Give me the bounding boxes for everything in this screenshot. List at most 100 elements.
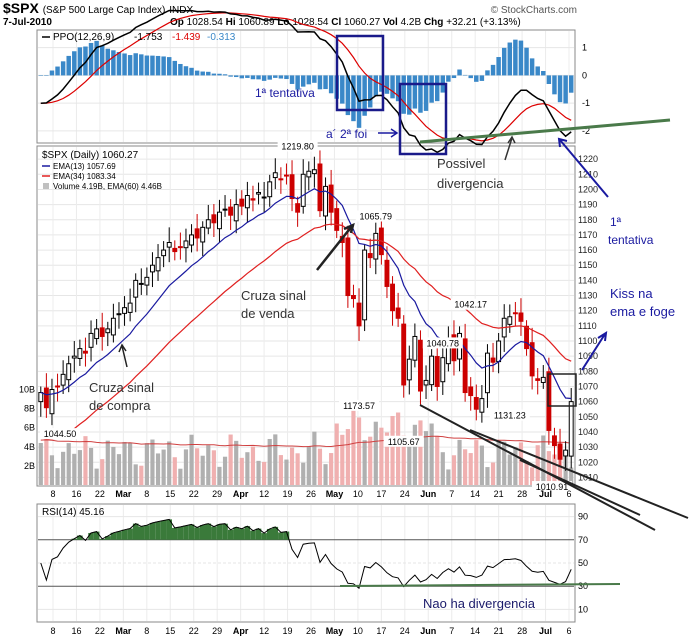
x-tick-label-bottom: 14 [470, 626, 480, 636]
volume-bar [301, 462, 306, 485]
ppo-legend-signal: -1.439 [172, 32, 201, 43]
candle-body [568, 401, 574, 457]
ppo-hist-bar [367, 75, 373, 108]
x-tick-label-bottom: 10 [353, 626, 363, 636]
ppo-hist-bar [340, 75, 345, 104]
candle-body [88, 332, 94, 348]
ppo-hist-bar [501, 47, 507, 76]
volume-bar [351, 409, 356, 485]
label-segunda-foi: a´ 2ª foi [326, 127, 367, 141]
ppo-legend-ppo: -1.753 [134, 32, 163, 43]
support-line-3 [519, 459, 641, 516]
ppo-hist-bar [150, 55, 155, 76]
volume-bar [435, 435, 440, 485]
volume-bar [530, 467, 535, 485]
ppo-hist-bar [77, 47, 83, 76]
volume-bar [429, 423, 434, 485]
price-extreme-label: 1044.50 [44, 429, 77, 439]
candle-body [512, 312, 518, 315]
candle-body [278, 178, 284, 181]
candle-body [485, 352, 490, 394]
ppo-tick-label: 0 [582, 70, 587, 80]
ppo-hist-bar [390, 75, 395, 99]
volume-bar [222, 456, 228, 485]
ppo-hist-bar [233, 75, 239, 78]
x-tick-label-bottom: Mar [115, 626, 132, 636]
candle-body [468, 386, 474, 397]
ppo-hist-bar [546, 75, 552, 84]
candle-body [205, 219, 211, 229]
candle-body [473, 397, 479, 410]
ppo-hist-bar [434, 75, 440, 102]
candle-body [440, 357, 446, 383]
x-tick-label-bottom: Jun [420, 626, 436, 636]
volume-bar [502, 441, 507, 485]
candle-body [133, 279, 139, 298]
candle-body [412, 335, 418, 361]
rsi-overbought-fill [278, 532, 284, 540]
candle-body [267, 181, 273, 198]
ppo-hist-bar [72, 51, 77, 76]
candle-body [323, 185, 328, 217]
ppo-hist-bar [423, 75, 429, 111]
box-first-attempt [335, 34, 385, 112]
volume-bar [295, 453, 300, 485]
quote-line: Op 1028.54 Hi 1060.89 Lo 1028.54 Cl 1060… [170, 17, 521, 28]
candle-body [38, 392, 44, 403]
ppo-hist-bar [535, 66, 540, 76]
annotations: 1ª tentativa a´ 2ª foi Possivel divergen… [89, 34, 689, 611]
volume-tick-label: 8B [24, 404, 35, 414]
x-tick-label: 29 [212, 489, 222, 499]
price-tick-label: 1090 [578, 351, 598, 361]
volume-bar [518, 442, 524, 485]
label-possivel: Possivel [437, 156, 486, 171]
volume-bar [167, 441, 172, 485]
volume-bar [273, 434, 278, 485]
x-tick-label: Apr [233, 489, 249, 499]
rsi-overbought-fill [155, 521, 161, 540]
volume-bar [122, 441, 127, 485]
candle-body [529, 342, 535, 377]
label-right-tentativa: tentativa [608, 233, 654, 247]
ppo-hist-bar [412, 75, 418, 109]
volume-bar [66, 443, 71, 485]
x-tick-label: 19 [283, 489, 293, 499]
volume-bar [116, 454, 122, 485]
ppo-hist-bar [323, 75, 328, 90]
price-legend-title: $SPX (Daily) 1060.27 [42, 150, 139, 161]
candle-body [55, 385, 60, 388]
op-label: Op [170, 17, 184, 28]
candle-body [373, 232, 379, 260]
candle-body [284, 174, 289, 177]
volume-bar [195, 448, 200, 485]
label-divergencia: divergencia [437, 176, 504, 191]
candle-body [418, 339, 423, 392]
ppo-hist-bar [60, 61, 66, 76]
candle-body [317, 163, 323, 212]
volume-bar [206, 445, 211, 485]
rsi-overbought-fill [183, 525, 189, 540]
ppo-hist-bar [99, 45, 105, 76]
arrow-kiss [581, 331, 608, 371]
candle-body [110, 317, 116, 336]
rsi-tick-label: 90 [578, 512, 588, 522]
op-value: 1028.54 [186, 17, 223, 28]
candle-body [155, 257, 161, 272]
volume-tick-label: 10B [19, 385, 35, 395]
ppo-hist-bar [55, 66, 60, 76]
candle-body [390, 283, 395, 312]
ppo-hist-bar [88, 42, 94, 76]
x-tick-label: 26 [306, 489, 316, 499]
x-tick-label-bottom: May [326, 626, 344, 636]
box-second-attempt [398, 82, 448, 156]
ema13-line [40, 188, 572, 400]
volume-bar [468, 453, 473, 485]
candle-body [83, 350, 88, 354]
ppo-hist-bar [183, 66, 189, 76]
volume-bar [55, 468, 60, 485]
volume-bar [88, 447, 94, 485]
candle-body [217, 211, 222, 230]
price-tick-label: 1110 [578, 321, 597, 331]
price-extreme-label: 1040.78 [427, 338, 460, 348]
x-tick-label-bottom: 7 [449, 626, 454, 636]
